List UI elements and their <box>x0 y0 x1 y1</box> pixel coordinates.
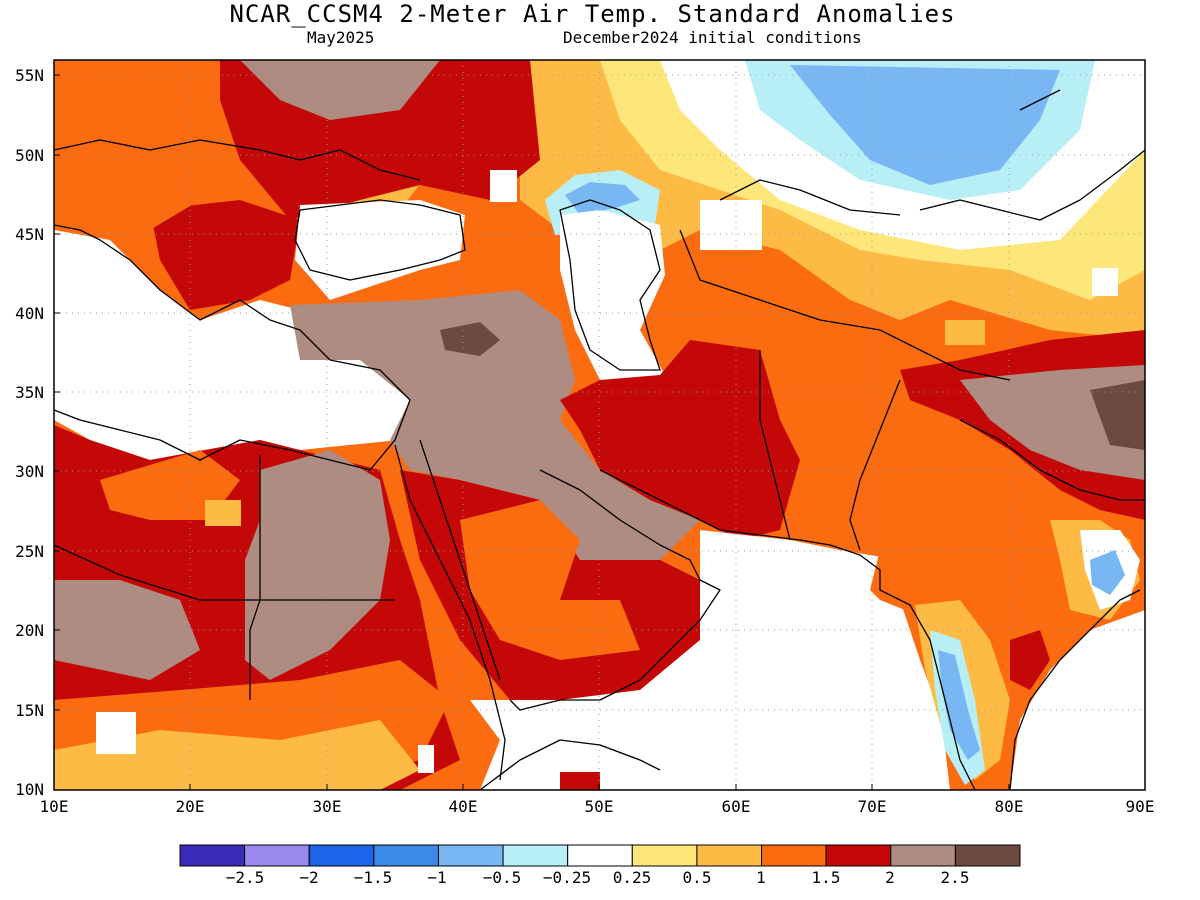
anomaly-patch <box>205 500 241 526</box>
lat-label: 45N <box>15 225 44 244</box>
lat-label: 50N <box>15 146 44 165</box>
lon-label: 70E <box>857 797 887 816</box>
coastlines <box>53 89 1146 791</box>
anomaly-patch <box>1092 268 1118 296</box>
anomaly-region-mongolia-blue <box>790 65 1060 185</box>
colorbar-label: −2.5 <box>225 868 265 887</box>
anomaly-region-tibet-darkbrown <box>1090 380 1145 450</box>
lon-label: 40E <box>448 797 478 816</box>
lon-label: 80E <box>994 797 1024 816</box>
colorbar-swatch <box>308 844 375 867</box>
colorbar-label: 1.5 <box>811 868 841 887</box>
anomaly-region-horn-white <box>470 560 760 790</box>
colorbar-swatch <box>567 844 633 867</box>
anomaly-region-europe-orange <box>54 90 210 230</box>
lon-label: 10E <box>39 797 69 816</box>
colorbar-label: 2 <box>885 868 895 887</box>
colorbar-swatch <box>825 844 892 867</box>
lat-label: 20N <box>15 621 44 640</box>
anomaly-region-black-sea-white <box>295 200 465 300</box>
colorbar-label: 2.5 <box>940 868 970 887</box>
colorbar <box>179 844 1021 867</box>
lon-label: 50E <box>584 797 614 816</box>
anomaly-region-india-orange <box>840 400 1100 760</box>
initial-conditions: December2024 initial conditions <box>563 28 862 47</box>
colorbar-swatch <box>373 844 439 867</box>
colorbar-swatch <box>631 844 698 867</box>
anomaly-region-arabia-orange <box>460 500 640 660</box>
axis-ticks <box>54 74 1010 790</box>
anomaly-region-turkey-darkbrown <box>440 322 500 356</box>
anomaly-region-bengal-blue <box>1090 550 1125 595</box>
colorbar-swatch <box>696 844 763 867</box>
colorbar-label: −2 <box>299 868 319 887</box>
colorbar-label: 0.5 <box>682 868 712 887</box>
anomaly-region-mediterranean-white <box>54 230 410 460</box>
colorbar-swatch <box>437 844 504 867</box>
anomaly-patch <box>490 170 517 202</box>
colorbar-swatch <box>954 844 1021 867</box>
anomaly-patch <box>96 712 136 754</box>
anomaly-region-arabian-sea-white <box>700 530 950 790</box>
colorbar-swatch <box>244 844 310 867</box>
lat-label: 40N <box>15 304 44 323</box>
lat-label: 30N <box>15 462 44 481</box>
colorbar-label: 0.25 <box>612 868 652 887</box>
colorbar-label: −1 <box>427 868 447 887</box>
lat-label: 10N <box>15 780 44 799</box>
valid-month: May2025 <box>307 28 375 47</box>
anomaly-region-sahel-yellow <box>54 720 420 790</box>
anomaly-patch <box>418 745 434 773</box>
colorbar-label: 1 <box>756 868 766 887</box>
lon-label: 90E <box>1125 797 1155 816</box>
lon-label: 60E <box>721 797 751 816</box>
anomaly-region-egypt-brown <box>245 450 390 680</box>
anomaly-region-india-red <box>1010 630 1050 690</box>
anomaly-region-iran-red <box>560 340 800 540</box>
colorbar-swatch <box>179 844 246 867</box>
lat-label: 55N <box>15 66 44 85</box>
colorbar-label: −0.25 <box>542 868 592 887</box>
anomaly-patch <box>700 200 762 250</box>
colorbar-swatch <box>502 844 569 867</box>
lon-label: 20E <box>175 797 205 816</box>
anomaly-patch <box>945 320 985 345</box>
lon-label: 30E <box>312 797 342 816</box>
colorbar-swatch <box>890 844 956 867</box>
anomaly-region-turkey-brown <box>290 290 700 560</box>
lat-label: 35N <box>15 383 44 402</box>
lat-label: 15N <box>15 701 44 720</box>
anomaly-region-india-blue <box>938 650 980 760</box>
lat-label: 25N <box>15 542 44 561</box>
anomaly-region-caspian-blue <box>565 182 640 215</box>
colorbar-label: −0.5 <box>482 868 522 887</box>
anomaly-region-balkans-red <box>150 200 300 310</box>
anomaly-patch <box>560 772 600 790</box>
colorbar-swatch <box>761 844 827 867</box>
anomaly-region-caspian-white <box>560 210 665 380</box>
anomaly-region-bay-of-bengal-white <box>1010 610 1145 790</box>
colorbar-label: −1.5 <box>353 868 393 887</box>
map-title: NCAR_CCSM4 2-Meter Air Temp. Standard An… <box>229 0 956 28</box>
